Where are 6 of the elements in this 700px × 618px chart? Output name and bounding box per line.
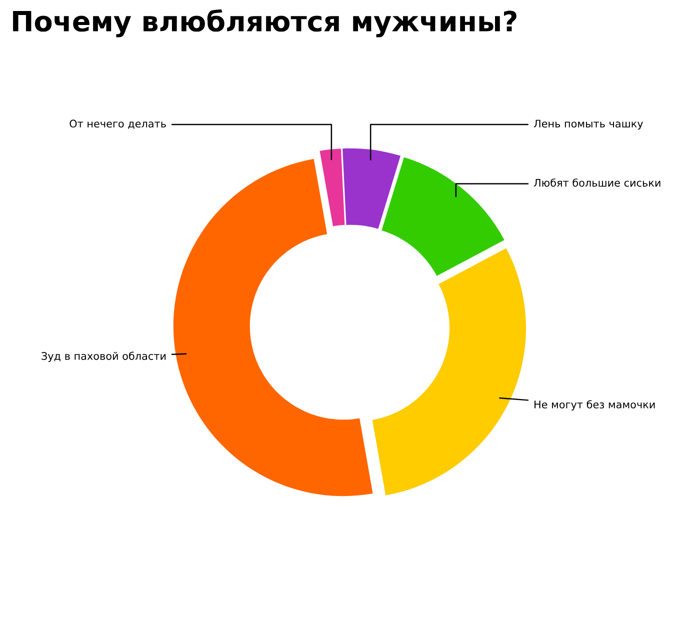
slice-label: От нечего делать	[70, 120, 166, 129]
slice-label: Любят большие сиськи	[534, 178, 660, 187]
slice-label: Не могут без мамочки	[534, 400, 655, 410]
chart-title: Почему влюбляются мужчины?	[13, 9, 516, 38]
slice-label: Лень помыть чашку	[534, 120, 643, 130]
slice-label: Зуд в паховой области	[42, 352, 166, 362]
